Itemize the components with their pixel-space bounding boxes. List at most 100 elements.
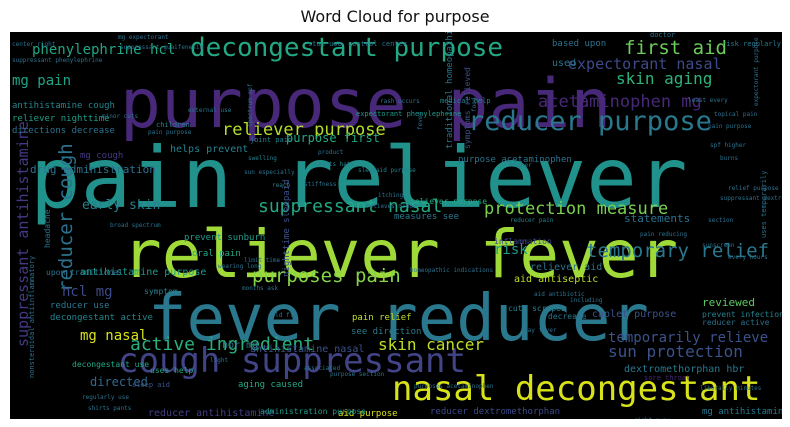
word-phenylephrine-hcl: phenylephrine hcl xyxy=(32,42,175,58)
word-directions-decrease: directions decrease xyxy=(12,126,115,136)
word-early-skin: early skin xyxy=(82,198,160,213)
word-doctor: doctor xyxy=(650,32,675,39)
word-mg-nasal: mg nasal xyxy=(80,328,147,344)
word-temporarily-relieve: temporarily relieve xyxy=(608,330,768,346)
word-product: product xyxy=(318,149,344,156)
word-homeopathic-indications: homeopathic indications xyxy=(410,267,493,274)
word-reducer-use: reducer use xyxy=(50,301,110,311)
word-children: children xyxy=(156,121,190,129)
word-stiffness: stiffness xyxy=(304,181,337,188)
word-dextromethorphan-hbr: dextromethorphan hbr xyxy=(624,364,744,375)
word-hay-fever: hay fever xyxy=(524,327,557,334)
word-every-hours: every hours xyxy=(728,254,768,261)
word-pain-purpose: pain purpose xyxy=(708,123,752,130)
word-inflammation: inflammation xyxy=(494,237,552,246)
word-measures-see: measures see xyxy=(394,212,459,222)
word-reducer-pain: reducer pain xyxy=(510,217,554,224)
chart-title: Word Cloud for purpose xyxy=(300,7,490,26)
word-food: food xyxy=(471,97,478,112)
word-uses-help: uses help xyxy=(150,366,194,375)
word-itching: itching xyxy=(378,192,404,199)
word-topical-pain: topical pain xyxy=(714,111,758,118)
word-spectrum-spf: spectrum spf xyxy=(247,83,254,127)
word-mg-pain: mg pain xyxy=(12,73,71,89)
word-decongestant-use: decongestant use xyxy=(72,360,149,369)
word-antihistamine-nasal: antihistamine nasal xyxy=(250,344,364,355)
word-reliever-nighttime: reliever nighttime xyxy=(12,114,110,124)
word-see-direction: see direction xyxy=(351,327,421,337)
word-cough-suppressant: cough suppressant xyxy=(118,341,466,381)
word-mg-expectorant: mg expectorant xyxy=(118,34,169,41)
word-antihistamine-cough: antihistamine cough xyxy=(12,101,115,111)
word-center-right: center right xyxy=(12,41,56,48)
word-aid-purpose: aid purpose xyxy=(338,409,398,419)
word-expectorant-purpose: expectorant purpose xyxy=(753,37,760,106)
word-reducer-purpose: reducer purpose xyxy=(468,106,712,137)
word-based-upon: based upon xyxy=(552,39,606,49)
word-directed: directed xyxy=(90,375,148,389)
word-symptoms-relieved: symptoms relieved xyxy=(463,67,472,149)
word-purpose-first: purpose first xyxy=(286,131,380,145)
word-external-use: external use xyxy=(188,107,232,114)
word-relief-purpose: relief purpose xyxy=(728,185,779,192)
word-antihistamine-purpose: antihistamine purpose xyxy=(80,267,206,278)
word-reducer-cough: reducer cough xyxy=(55,143,77,292)
word-stop-use: stop use xyxy=(308,40,342,48)
word-reducer-antihistamine: reducer antihistamine xyxy=(148,408,274,419)
word-expectorant-nasal: expectorant nasal xyxy=(568,55,722,73)
word-rash-occurs: rash occurs xyxy=(380,98,420,105)
word-nonsteroidal-antiinflammatory: nonsteroidal antiinflammatory xyxy=(28,256,36,378)
word-suppressant-nasal: suppressant nasal xyxy=(258,196,442,217)
word-pain-relief: pain relief xyxy=(352,313,412,323)
word-associated: associated xyxy=(304,365,341,372)
word-active-ingredient: active ingredient xyxy=(130,334,314,355)
word-light: light xyxy=(210,357,228,364)
word-sleepaid-purpose: sleepaid purpose xyxy=(358,167,416,174)
word-relieves-minor: relieves minor xyxy=(366,203,417,210)
word-decongestant-purpose: decongestant purpose xyxy=(190,33,503,63)
word-reliever-aid: reliever aid xyxy=(530,262,602,273)
word-skin-cancer: skin cancer xyxy=(378,335,484,354)
word-nighttime-sleepaid: nighttime sleepaid xyxy=(282,179,292,277)
word-medical-help: medical help xyxy=(440,97,491,105)
word-suppressant-dextromethorphan: suppressant dextromethorphan xyxy=(720,195,782,202)
word-section: section xyxy=(708,217,734,224)
word-used: used xyxy=(552,58,576,69)
word-purpose-section: purpose section xyxy=(330,371,385,378)
word-headache: headache xyxy=(43,209,52,248)
word-reliever-fever: reliever fever xyxy=(122,216,678,293)
word-minor-cuts: minor cuts xyxy=(102,113,139,120)
word-skin-aging: skin aging xyxy=(616,69,712,88)
word-sun-protection: sun protection xyxy=(608,342,743,361)
word-purpose-acetaminophen: purpose acetaminophen xyxy=(458,155,572,165)
word-sleep-aid: sleep aid xyxy=(132,381,170,389)
word-statements: statements xyxy=(624,212,690,225)
word-helps-prevent: helps prevent xyxy=(170,144,248,155)
word-aid-antibiotic: aid antibiotic xyxy=(534,291,585,298)
word-months-ask: months ask xyxy=(242,285,279,292)
word-mg-antihistamine: mg antihistamine xyxy=(702,407,782,417)
word-pain-reliever: pain reliever xyxy=(30,129,687,227)
word-administration-purpose: administration purpose xyxy=(260,407,366,416)
word-right-away: right away xyxy=(634,417,671,419)
word-spf-higher: spf higher xyxy=(710,142,747,149)
word-decongestant-active: decongestant active xyxy=(50,313,153,323)
word-prevent-infection: prevent infection xyxy=(702,310,782,319)
word-reducer-active: reducer active xyxy=(702,318,770,327)
word-fever-reducer: fever reducer xyxy=(148,282,649,356)
word-drug-administration: drug administration xyxy=(30,163,156,176)
word-wearing-long: wearing long xyxy=(218,263,262,270)
word-traditional-homeopathic: traditional homeopathic xyxy=(445,32,455,149)
word-including: including xyxy=(570,297,603,304)
word-decrease: decrease xyxy=(548,312,587,321)
word-reach: reach xyxy=(272,182,290,189)
word-pain-reducing: pain reducing xyxy=(640,231,687,238)
word-cuts-scrapes: cuts scrapes xyxy=(508,304,566,313)
word-liberally-minutes: liberally minutes xyxy=(700,385,762,392)
word-expectorant-phenylephrine: expectorant phenylephrine xyxy=(356,110,461,118)
word-higher: higher xyxy=(510,162,532,169)
word-control-center: control center xyxy=(348,40,407,48)
word-reliever-purpose: reliever purpose xyxy=(410,197,487,206)
word-protection-measure: protection measure xyxy=(484,199,668,219)
word-joint-pain: joint pain xyxy=(250,136,292,144)
